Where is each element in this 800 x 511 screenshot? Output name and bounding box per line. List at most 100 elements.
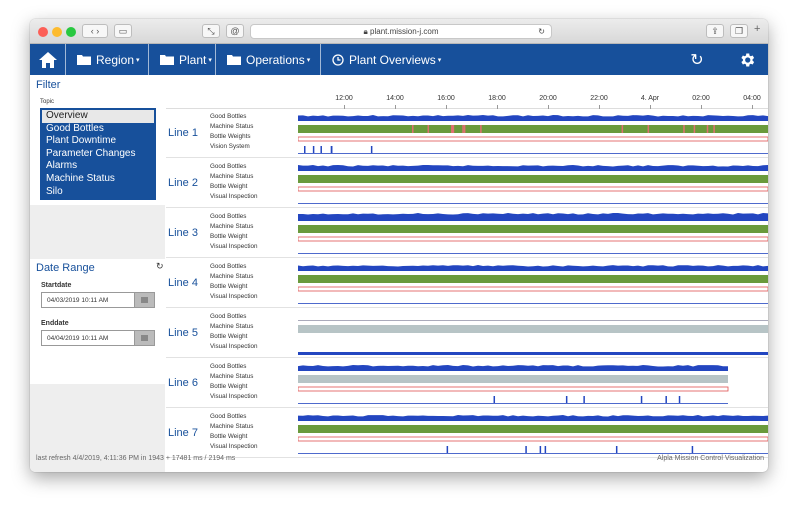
url-text: plant.mission-j.com xyxy=(370,27,439,36)
startdate-field[interactable]: 04/03/2019 10:11 AM xyxy=(41,292,155,308)
enddate-field[interactable]: 04/04/2019 10:11 AM xyxy=(41,330,155,346)
inspection-series xyxy=(298,253,768,254)
new-tab-icon[interactable]: + xyxy=(754,23,761,35)
line-name[interactable]: Line 7 xyxy=(168,427,198,439)
time-tick-label: 02:00 xyxy=(692,95,710,102)
good-bottles-series xyxy=(298,115,768,121)
zoom-window-button[interactable] xyxy=(66,27,76,37)
settings-button[interactable] xyxy=(730,44,764,75)
footer: last refresh 4/4/2019, 4:11:36 PM in 194… xyxy=(30,453,768,467)
at-icon[interactable]: @ xyxy=(226,24,244,38)
metric-label: Vision System xyxy=(210,143,250,150)
footer-brand: Alpla Mission Control Visualization xyxy=(657,455,764,462)
metric-label: Good Bottles xyxy=(210,313,247,320)
line-name[interactable]: Line 1 xyxy=(168,127,198,139)
topic-item[interactable]: Parameter Changes xyxy=(46,147,136,159)
filter-panel: Filter Topic Overview Good Bottles Plant D… xyxy=(30,75,165,205)
metric-label: Bottle Weight xyxy=(210,233,248,240)
metric-label: Machine Status xyxy=(210,323,254,330)
metric-label: Machine Status xyxy=(210,173,254,180)
machine-status-series xyxy=(298,425,768,433)
calendar-icon[interactable] xyxy=(134,293,154,307)
address-bar[interactable]: 🔒︎ plant.mission-j.com ↻ xyxy=(250,24,552,39)
good-bottles-series xyxy=(298,365,728,371)
topic-item[interactable]: Overview xyxy=(42,110,154,123)
metric-label: Visual Inspection xyxy=(210,343,258,350)
line-name[interactable]: Line 5 xyxy=(168,327,198,339)
bottle-weight-series xyxy=(298,436,768,442)
nav-plant[interactable]: Plant ▾ xyxy=(150,44,216,75)
metric-label: Visual Inspection xyxy=(210,243,258,250)
tabs-icon[interactable]: ❐ xyxy=(730,24,748,38)
metric-label: Machine Status xyxy=(210,373,254,380)
line-chart[interactable] xyxy=(298,109,768,158)
topic-item[interactable]: Good Bottles xyxy=(46,122,104,134)
reset-date-icon[interactable]: ↻ xyxy=(156,261,164,271)
machine-status-series xyxy=(298,175,768,183)
reader-icon[interactable]: ⤡ xyxy=(202,24,220,38)
metric-label: Good Bottles xyxy=(210,113,247,120)
close-window-button[interactable] xyxy=(38,27,48,37)
production-line-row: Line 1 Good Bottles Machine Status Bottle W… xyxy=(166,109,768,158)
good-bottles-series xyxy=(298,315,768,321)
topic-item[interactable]: Machine Status xyxy=(46,172,115,184)
home-icon xyxy=(38,51,57,68)
metric-label: Bottle Weight xyxy=(210,183,248,190)
nav-plant-label: Plant xyxy=(179,52,207,67)
production-line-row: Line 6 Good Bottles Machine Status Bottle W… xyxy=(166,359,768,408)
refresh-button[interactable]: ↻ xyxy=(682,44,712,75)
enddate-value: 04/04/2019 10:11 AM xyxy=(47,335,109,342)
line-name[interactable]: Line 6 xyxy=(168,377,198,389)
metric-label: Machine Status xyxy=(210,273,254,280)
line-name[interactable]: Line 3 xyxy=(168,227,198,239)
home-button[interactable] xyxy=(30,44,66,75)
minimize-window-button[interactable] xyxy=(52,27,62,37)
date-range-title: Date Range xyxy=(36,262,95,274)
topic-list[interactable]: Overview Good Bottles Plant Downtime Parame… xyxy=(40,108,156,200)
browser-window: ‹ › ▭ ⤡ @ 🔒︎ plant.mission-j.com ↻ ⇪ ❐ + … xyxy=(30,19,768,472)
line-name[interactable]: Line 2 xyxy=(168,177,198,189)
metric-label: Visual Inspection xyxy=(210,193,258,200)
production-line-row: Line 4 Good Bottles Machine Status Bottle W… xyxy=(166,259,768,308)
line-chart[interactable] xyxy=(298,159,768,208)
folder-icon xyxy=(77,55,91,65)
topic-item[interactable]: Plant Downtime xyxy=(46,135,117,147)
back-forward-buttons[interactable]: ‹ › xyxy=(82,24,108,38)
topic-item[interactable]: Silo xyxy=(46,185,63,197)
good-bottles-series xyxy=(298,213,768,221)
calendar-icon[interactable] xyxy=(134,331,154,345)
inspection-series xyxy=(298,453,768,454)
time-tick-label: 14:00 xyxy=(386,95,404,102)
metric-label: Good Bottles xyxy=(210,363,247,370)
nav-plant-overviews[interactable]: Plant Overviews ▾ xyxy=(322,44,452,75)
browser-titlebar: ‹ › ▭ ⤡ @ 🔒︎ plant.mission-j.com ↻ ⇪ ❐ + xyxy=(30,19,768,44)
timeline-header: 12:00 14:00 16:00 18:00 20:00 22:00 4. Apr 02:0… xyxy=(166,75,768,109)
line-name[interactable]: Line 4 xyxy=(168,277,198,289)
good-bottles-series xyxy=(298,415,768,421)
bottle-weight-series xyxy=(298,236,768,242)
line-chart[interactable] xyxy=(298,259,768,308)
metric-label: Visual Inspection xyxy=(210,293,258,300)
nav-region-label: Region xyxy=(96,52,135,67)
topic-item[interactable]: Alarms xyxy=(46,160,78,172)
line-chart[interactable] xyxy=(298,209,768,258)
nav-operations[interactable]: Operations ▾ xyxy=(217,44,321,75)
topic-label: Topic xyxy=(40,99,55,105)
machine-status-series xyxy=(298,125,768,133)
folder-icon xyxy=(227,55,241,65)
filter-title: Filter xyxy=(36,79,61,91)
time-tick-label: 20:00 xyxy=(539,95,557,102)
reload-page-icon[interactable]: ↻ xyxy=(538,27,545,36)
line-chart[interactable] xyxy=(298,359,768,408)
nav-region[interactable]: Region ▾ xyxy=(67,44,149,75)
metric-label: Good Bottles xyxy=(210,263,247,270)
line-chart[interactable] xyxy=(298,409,768,458)
sidebar-toggle-icon[interactable]: ▭ xyxy=(114,24,132,38)
sidebar: Filter Topic Overview Good Bottles Plant D… xyxy=(30,75,165,472)
lock-icon: 🔒︎ xyxy=(363,27,368,36)
bottle-weight-series xyxy=(298,136,768,142)
share-icon[interactable]: ⇪ xyxy=(706,24,724,38)
metric-label: Machine Status xyxy=(210,423,254,430)
line-chart[interactable] xyxy=(298,309,768,358)
good-bottles-series xyxy=(298,265,768,271)
